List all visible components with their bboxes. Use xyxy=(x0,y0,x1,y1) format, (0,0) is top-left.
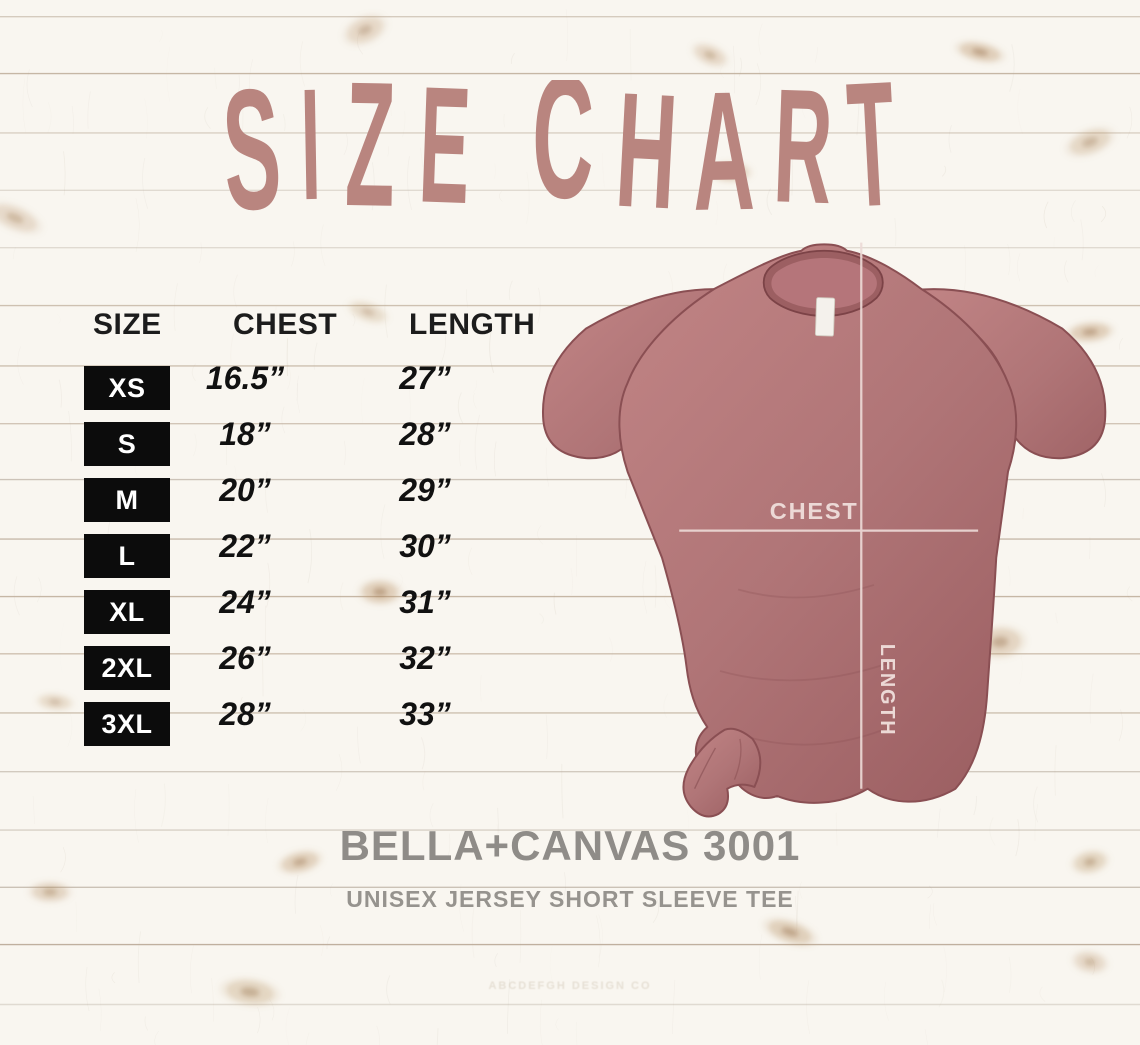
svg-text:CHEST: CHEST xyxy=(770,498,859,524)
svg-text:LENGTH: LENGTH xyxy=(876,644,898,737)
